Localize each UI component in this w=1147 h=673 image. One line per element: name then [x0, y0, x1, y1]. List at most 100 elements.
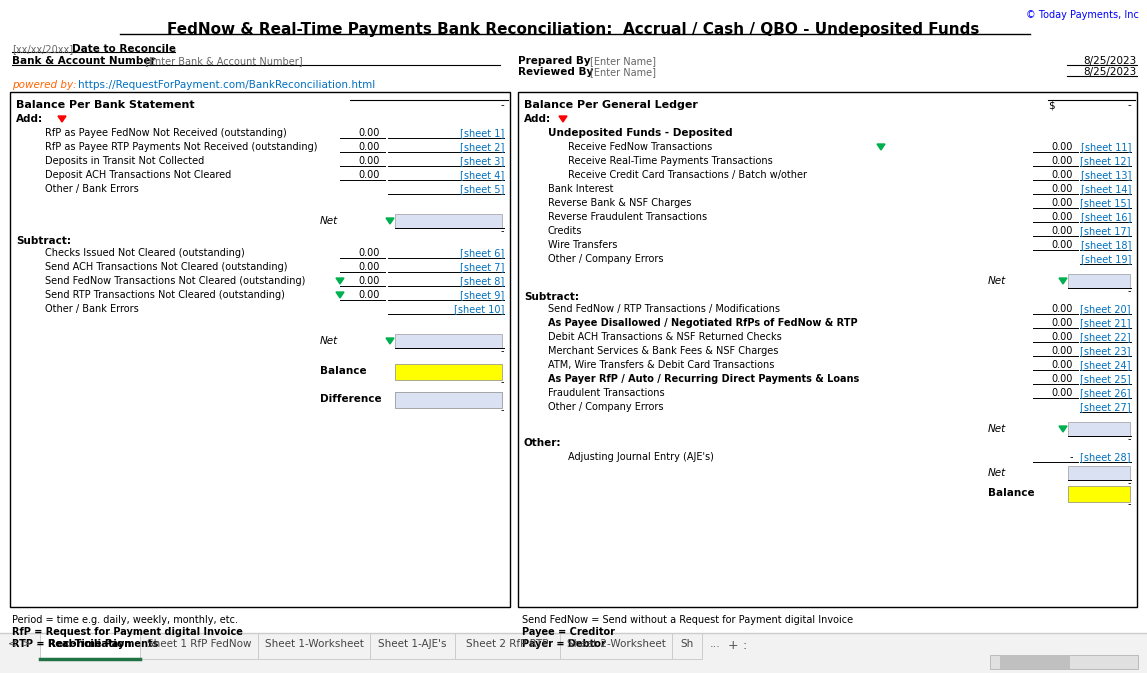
- Polygon shape: [1059, 426, 1067, 432]
- Text: -: -: [500, 226, 504, 236]
- Text: Receive Real-Time Payments Transactions: Receive Real-Time Payments Transactions: [568, 156, 773, 166]
- Text: [sheet 1]: [sheet 1]: [460, 128, 504, 138]
- Text: Adjusting Journal Entry (AJE's): Adjusting Journal Entry (AJE's): [568, 452, 713, 462]
- Text: Other / Bank Errors: Other / Bank Errors: [45, 304, 139, 314]
- Text: [Enter Name]: [Enter Name]: [590, 67, 656, 77]
- Text: [sheet 16]: [sheet 16]: [1080, 212, 1131, 222]
- Text: Net: Net: [988, 276, 1006, 286]
- Text: As Payer RfP / Auto / Recurring Direct Payments & Loans: As Payer RfP / Auto / Recurring Direct P…: [548, 374, 859, 384]
- Text: Date to Reconcile: Date to Reconcile: [72, 44, 175, 54]
- Text: Wire Transfers: Wire Transfers: [548, 240, 617, 250]
- Text: 0.00: 0.00: [359, 262, 380, 272]
- Text: 0.00: 0.00: [359, 276, 380, 286]
- Text: Net: Net: [320, 216, 338, 226]
- Text: [sheet 6]: [sheet 6]: [460, 248, 504, 258]
- Text: -: -: [1128, 478, 1131, 488]
- Text: 0.00: 0.00: [1052, 360, 1072, 370]
- Text: +: +: [728, 639, 739, 652]
- Text: RfP as Payee FedNow Not Received (outstanding): RfP as Payee FedNow Not Received (outsta…: [45, 128, 287, 138]
- Bar: [395, 392, 502, 408]
- Text: RfP as Payee RTP Payments Not Received (outstanding): RfP as Payee RTP Payments Not Received (…: [45, 142, 318, 152]
- Text: [sheet 18]: [sheet 18]: [1080, 240, 1131, 250]
- Text: Net: Net: [988, 468, 1006, 478]
- Text: Bank Interest: Bank Interest: [548, 184, 614, 194]
- Text: 0.00: 0.00: [359, 290, 380, 300]
- Text: As Payee Disallowed / Negotiated RfPs of FedNow & RTP: As Payee Disallowed / Negotiated RfPs of…: [548, 318, 858, 328]
- Text: -: -: [1128, 499, 1131, 509]
- Polygon shape: [559, 116, 567, 122]
- Text: Add:: Add:: [524, 114, 551, 124]
- Bar: [455, 633, 560, 659]
- Bar: [1068, 466, 1130, 480]
- Text: Balance Per General Ledger: Balance Per General Ledger: [524, 100, 697, 110]
- Text: [sheet 19]: [sheet 19]: [1080, 254, 1131, 264]
- Text: Bank & Account Number: Bank & Account Number: [11, 56, 156, 66]
- Text: [sheet 23]: [sheet 23]: [1080, 346, 1131, 356]
- Text: [sheet 8]: [sheet 8]: [460, 276, 504, 286]
- Text: Merchant Services & Bank Fees & NSF Charges: Merchant Services & Bank Fees & NSF Char…: [548, 346, 779, 356]
- Text: $: $: [1048, 100, 1054, 110]
- Text: Sheet 1 RfP FedNow: Sheet 1 RfP FedNow: [147, 639, 251, 649]
- Text: Reconciliation: Reconciliation: [48, 639, 132, 649]
- Text: Difference: Difference: [320, 394, 382, 404]
- Bar: [395, 364, 502, 380]
- Bar: [0, 633, 1147, 673]
- Bar: [1068, 486, 1130, 502]
- Text: [sheet 3]: [sheet 3]: [460, 156, 504, 166]
- Text: 8/25/2023: 8/25/2023: [1084, 56, 1137, 66]
- Polygon shape: [336, 278, 344, 284]
- Text: Receive FedNow Transactions: Receive FedNow Transactions: [568, 142, 712, 152]
- Text: Reverse Bank & NSF Charges: Reverse Bank & NSF Charges: [548, 198, 692, 208]
- Text: RfP = Request for Payment digital Invoice: RfP = Request for Payment digital Invoic…: [11, 627, 243, 637]
- Text: Checks Issued Not Cleared (outstanding): Checks Issued Not Cleared (outstanding): [45, 248, 244, 258]
- Text: Balance: Balance: [988, 488, 1035, 498]
- Text: Other / Company Errors: Other / Company Errors: [548, 254, 663, 264]
- Text: Net: Net: [988, 424, 1006, 434]
- Text: Send ACH Transactions Not Cleared (outstanding): Send ACH Transactions Not Cleared (outst…: [45, 262, 288, 272]
- Text: [sheet 2]: [sheet 2]: [460, 142, 504, 152]
- Bar: [990, 655, 1138, 669]
- Text: 0.00: 0.00: [1052, 142, 1072, 152]
- Text: Deposits in Transit Not Collected: Deposits in Transit Not Collected: [45, 156, 204, 166]
- Bar: [1068, 274, 1130, 288]
- Text: [Enter Name]: [Enter Name]: [590, 56, 656, 66]
- Text: [sheet 10]: [sheet 10]: [453, 304, 504, 314]
- Text: 0.00: 0.00: [359, 156, 380, 166]
- Text: :: :: [742, 639, 747, 652]
- Text: 0.00: 0.00: [1052, 212, 1072, 222]
- Text: Net: Net: [320, 336, 338, 346]
- Text: Send RTP Transactions Not Cleared (outstanding): Send RTP Transactions Not Cleared (outst…: [45, 290, 284, 300]
- Text: 0.00: 0.00: [1052, 198, 1072, 208]
- Text: 0.00: 0.00: [1052, 184, 1072, 194]
- Text: [sheet 14]: [sheet 14]: [1080, 184, 1131, 194]
- Text: Other / Company Errors: Other / Company Errors: [548, 402, 663, 412]
- Text: RTP = Real-Time Payments: RTP = Real-Time Payments: [11, 639, 158, 649]
- Text: [sheet 20]: [sheet 20]: [1080, 304, 1131, 314]
- Text: 0.00: 0.00: [1052, 240, 1072, 250]
- Bar: [395, 334, 502, 348]
- Bar: [370, 633, 455, 659]
- Text: -: -: [1128, 434, 1131, 444]
- Text: Subtract:: Subtract:: [16, 236, 71, 246]
- Polygon shape: [387, 338, 395, 344]
- Text: 0.00: 0.00: [1052, 388, 1072, 398]
- Text: 0.00: 0.00: [1052, 170, 1072, 180]
- Text: https://RequestForPayment.com/BankReconciliation.html: https://RequestForPayment.com/BankReconc…: [78, 80, 375, 90]
- Bar: [1068, 422, 1130, 436]
- Text: -: -: [500, 405, 504, 415]
- Text: [sheet 11]: [sheet 11]: [1080, 142, 1131, 152]
- Text: -: -: [1128, 100, 1131, 110]
- Text: 0.00: 0.00: [359, 142, 380, 152]
- Text: 0.00: 0.00: [359, 128, 380, 138]
- Text: 0.00: 0.00: [1052, 332, 1072, 342]
- Text: Deposit ACH Transactions Not Cleared: Deposit ACH Transactions Not Cleared: [45, 170, 232, 180]
- Bar: [672, 633, 702, 659]
- Text: [sheet 28]: [sheet 28]: [1080, 452, 1131, 462]
- Text: [xx/xx/20xx]: [xx/xx/20xx]: [11, 44, 73, 54]
- Text: © Today Payments, Inc: © Today Payments, Inc: [1027, 10, 1139, 20]
- Text: Reverse Fraudulent Transactions: Reverse Fraudulent Transactions: [548, 212, 707, 222]
- Text: ATM, Wire Transfers & Debit Card Transactions: ATM, Wire Transfers & Debit Card Transac…: [548, 360, 774, 370]
- Text: FedNow & Real-Time Payments Bank Reconciliation:  Accrual / Cash / QBO - Undepos: FedNow & Real-Time Payments Bank Reconci…: [167, 22, 980, 37]
- Text: [sheet 9]: [sheet 9]: [460, 290, 504, 300]
- Text: Receive Credit Card Transactions / Batch w/other: Receive Credit Card Transactions / Batch…: [568, 170, 807, 180]
